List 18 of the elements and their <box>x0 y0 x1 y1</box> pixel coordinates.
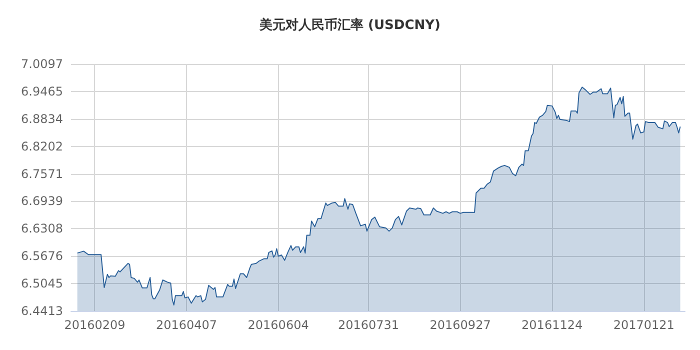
y-tick-label: 6.6308 <box>21 222 63 236</box>
y-tick-label: 6.8834 <box>21 112 63 126</box>
y-tick-label: 6.5676 <box>21 249 63 264</box>
x-tick-label: 20160407 <box>156 318 218 332</box>
y-tick-label: 6.8202 <box>21 139 63 154</box>
x-tick-label: 20160604 <box>248 318 309 332</box>
x-tick-label: 20160927 <box>430 318 491 332</box>
y-tick-label: 6.9465 <box>21 84 63 98</box>
x-tick-label: 20161124 <box>522 318 583 332</box>
x-tick-label: 20160209 <box>64 318 126 332</box>
chart-title: 美元对人民币汇率 (USDCNY) <box>258 17 440 33</box>
y-tick-label: 6.4413 <box>21 304 63 318</box>
y-tick-label: 7.0097 <box>21 57 63 71</box>
y-tick-label: 6.6939 <box>21 194 63 208</box>
x-tick-label: 20160731 <box>338 318 400 332</box>
y-tick-label: 6.7571 <box>21 166 63 181</box>
y-tick-label: 6.5045 <box>21 276 63 291</box>
x-tick-label: 20170121 <box>613 318 674 332</box>
